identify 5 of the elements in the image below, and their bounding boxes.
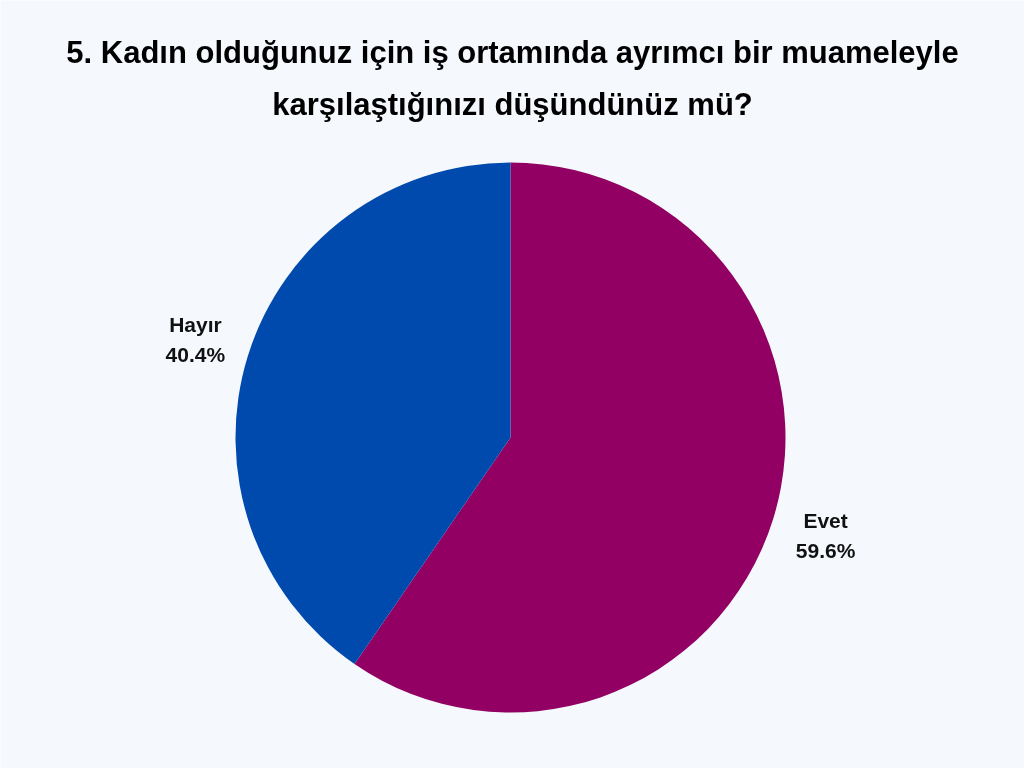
data-label: 40.4%: [165, 342, 226, 366]
slice-label: Evet: [803, 509, 848, 533]
data-label: 59.6%: [795, 539, 856, 563]
chart-title: 5. Kadın olduğunuz için iş ortamında ayrımcı bir muameleyle karşılaştığınızı düşündünüz mü?: [66, 35, 959, 122]
slice-label: Hayır: [169, 312, 222, 336]
